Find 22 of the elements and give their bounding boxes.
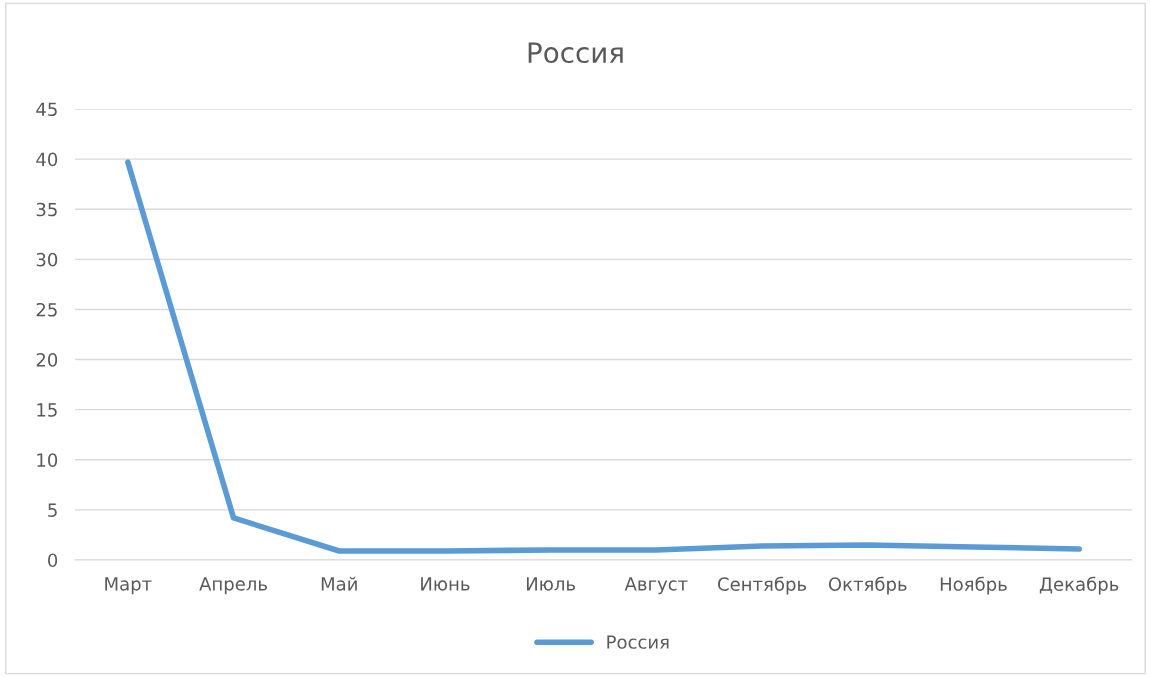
x-tick-label: Май [321, 576, 357, 591]
y-tick-label: 25 [36, 302, 57, 317]
y-tick-label: 30 [36, 252, 58, 267]
x-tick-label: Сентябрь [717, 576, 807, 595]
y-tick-label: 10 [37, 453, 58, 467]
y-tick-label: 35 [36, 202, 57, 217]
y-tick-label: 20 [36, 353, 58, 367]
x-tick-label: Июль [526, 577, 576, 591]
chart-title: Россия [528, 42, 623, 64]
x-tick-label: Март [105, 577, 152, 595]
x-tick-label: Ноябрь [940, 576, 1007, 595]
y-tick-label: 5 [48, 503, 57, 518]
y-tick-label: 40 [36, 152, 58, 167]
x-tick-label: Октябрь [828, 576, 907, 595]
x-tick-label: Август [624, 577, 688, 595]
y-tick-label: 15 [37, 403, 57, 417]
y-tick-label: 45 [36, 102, 57, 117]
x-tick-label: Апрель [199, 577, 267, 595]
x-tick-label: Декабрь [1039, 576, 1119, 595]
y-tick-label: 0 [48, 553, 58, 568]
legend-label: Россия [607, 635, 669, 649]
x-tick-label: Июнь [421, 577, 470, 591]
